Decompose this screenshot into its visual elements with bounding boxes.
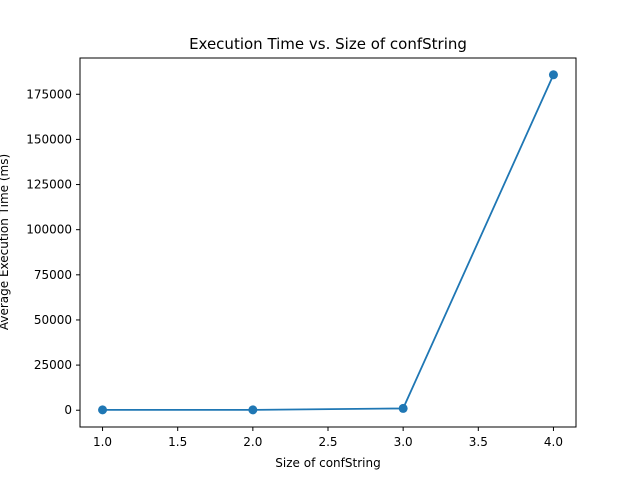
chart-title: Execution Time vs. Size of confString <box>189 35 467 53</box>
data-point <box>548 70 558 80</box>
y-tick-label: 150000 <box>26 132 72 146</box>
x-tick-label: 3.5 <box>469 435 488 449</box>
y-tick-label: 25000 <box>34 358 72 372</box>
y-tick-label: 75000 <box>34 268 72 282</box>
data-point <box>248 405 258 415</box>
data-point <box>98 405 108 415</box>
x-axis-label: Size of confString <box>275 456 380 470</box>
x-tick-label: 1.5 <box>168 435 187 449</box>
y-tick-label: 50000 <box>34 313 72 327</box>
y-axis-ticks: 0 25000 50000 75000 100000 125000 150000 175000 <box>26 87 80 417</box>
x-tick-label: 1.0 <box>93 435 112 449</box>
x-tick-label: 4.0 <box>544 435 563 449</box>
data-point <box>398 403 408 413</box>
y-axis-label: Average Execution Time (ms) <box>0 154 11 330</box>
y-tick-label: 125000 <box>26 178 72 192</box>
series-line-0 <box>102 74 555 411</box>
y-tick-label: 100000 <box>26 223 72 237</box>
x-tick-label: 2.0 <box>243 435 262 449</box>
x-tick-label: 2.5 <box>318 435 337 449</box>
y-tick-label: 175000 <box>26 87 72 101</box>
plot-area <box>98 70 558 415</box>
x-axis-ticks: 1.0 1.5 2.0 2.5 3.0 3.5 4.0 <box>93 427 563 449</box>
x-tick-label: 3.0 <box>394 435 413 449</box>
y-tick-label: 0 <box>64 403 72 417</box>
